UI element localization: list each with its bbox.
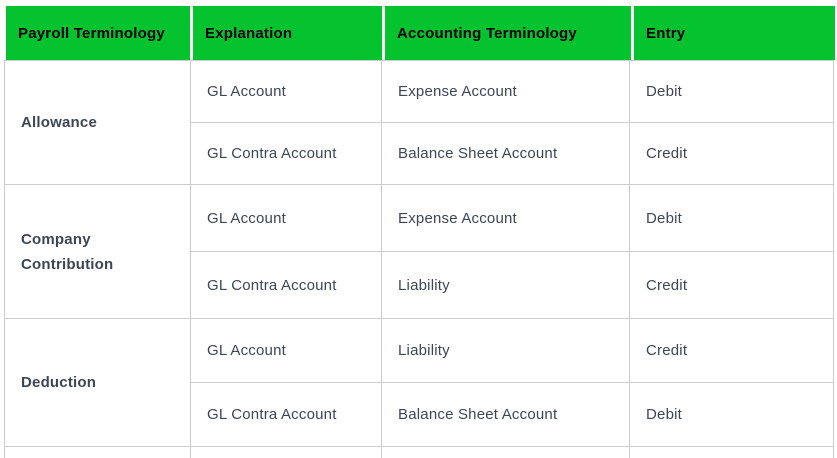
cell-payroll-terminology: Deduction (4, 318, 191, 447)
cell-accounting-terminology (381, 446, 630, 458)
cell-entry: Debit (629, 184, 834, 252)
cell-entry (629, 446, 834, 458)
cell-entry: Credit (629, 318, 834, 383)
cell-accounting-terminology: Liability (381, 318, 630, 383)
header-payroll-terminology: Payroll Terminology (6, 6, 190, 60)
cell-explanation: GL Contra Account (190, 382, 382, 447)
header-explanation: Explanation (193, 6, 382, 60)
header-accounting-terminology: Accounting Terminology (385, 6, 631, 60)
table-row: Allowance GL Account Expense Account Deb… (4, 60, 834, 185)
table-row: Company Contribution GL Account Expense … (4, 184, 834, 319)
cell-explanation: GL Account (190, 60, 382, 123)
cell-accounting-terminology: Expense Account (381, 60, 630, 123)
table-header: Payroll Terminology Explanation Accounti… (4, 5, 835, 60)
cell-explanation (190, 446, 382, 458)
cell-payroll-terminology (4, 446, 191, 458)
payroll-accounting-table: Payroll Terminology Explanation Accounti… (4, 5, 835, 458)
table-body: Allowance GL Account Expense Account Deb… (4, 60, 834, 458)
cell-accounting-terminology: Balance Sheet Account (381, 122, 630, 185)
cell-explanation: GL Account (190, 318, 382, 383)
cell-explanation: GL Contra Account (190, 251, 382, 319)
cell-accounting-terminology: Liability (381, 251, 630, 319)
table-row: Deduction GL Account Liability Credit (4, 318, 834, 447)
cell-explanation: GL Account (190, 184, 382, 252)
cell-accounting-terminology: Balance Sheet Account (381, 382, 630, 447)
cell-entry: Debit (629, 60, 834, 123)
header-entry: Entry (634, 6, 835, 60)
table-row: GL Contra Account Balance Sheet Account … (5, 382, 834, 447)
cell-entry: Debit (629, 382, 834, 447)
cell-entry: Credit (629, 122, 834, 185)
cell-payroll-terminology: Allowance (4, 60, 191, 185)
cell-accounting-terminology: Expense Account (381, 184, 630, 252)
cell-payroll-terminology: Company Contribution (4, 184, 191, 319)
cell-entry: Credit (629, 251, 834, 319)
table-row-cutoff (4, 446, 834, 458)
table-row: GL Contra Account Balance Sheet Account … (5, 122, 834, 185)
cell-explanation: GL Contra Account (190, 122, 382, 185)
table-row: GL Contra Account Liability Credit (5, 251, 834, 319)
